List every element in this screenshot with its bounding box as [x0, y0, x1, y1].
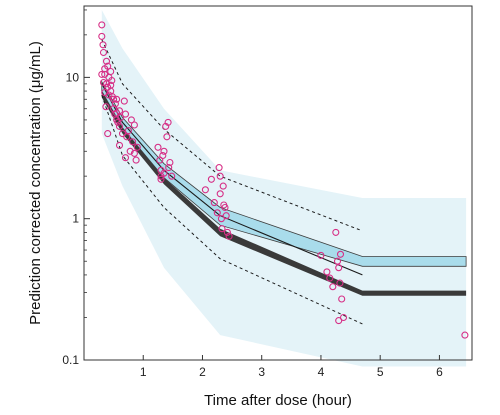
- observation-point: [120, 97, 128, 105]
- observation-point: [98, 70, 106, 78]
- observation-point: [326, 274, 334, 282]
- observation-point: [157, 175, 165, 183]
- observation-point: [335, 264, 343, 272]
- observation-point: [201, 186, 209, 194]
- axes: [83, 5, 473, 361]
- observation-point: [108, 76, 116, 85]
- observation-point: [121, 110, 130, 118]
- observation-point: [213, 209, 221, 217]
- observation-point: [102, 57, 111, 65]
- observation-point: [130, 149, 138, 157]
- observation-point: [99, 48, 108, 57]
- observation-point: [338, 295, 346, 303]
- observation-point: [225, 232, 233, 240]
- observation-point: [107, 81, 115, 89]
- observation-point: [111, 100, 119, 108]
- observation-point: [115, 141, 124, 149]
- y-tick-label: 0.1: [62, 353, 79, 367]
- x-tick-label: 3: [258, 365, 265, 379]
- observation-point: [335, 317, 343, 325]
- outer-prediction-band: [101, 10, 467, 367]
- observation-point: [329, 283, 337, 291]
- observation-point: [130, 121, 138, 129]
- observation-point: [461, 331, 469, 339]
- observation-point: [104, 130, 112, 138]
- observation-point: [165, 164, 173, 172]
- observation-point: [154, 143, 162, 151]
- observation-point: [127, 116, 135, 124]
- x-axis-label: Time after dose (hour): [204, 392, 352, 409]
- observation-point: [123, 133, 131, 141]
- observation-point: [121, 154, 130, 162]
- x-tick-label: 6: [436, 365, 443, 379]
- observation-point: [219, 182, 227, 190]
- observation-point: [129, 138, 137, 146]
- x-tick-label: 2: [199, 365, 206, 379]
- observation-point: [132, 156, 140, 164]
- observations: [98, 21, 469, 339]
- observation-point: [160, 147, 168, 155]
- observation-point: [164, 118, 172, 126]
- observation-point: [163, 133, 171, 141]
- observation-point: [102, 103, 110, 111]
- observation-point: [222, 212, 230, 220]
- observation-point: [223, 228, 231, 236]
- observation-point: [333, 257, 342, 265]
- observation-point: [218, 225, 226, 233]
- observation-point: [220, 201, 228, 209]
- prediction-bands: [101, 10, 467, 367]
- observation-point: [104, 62, 112, 70]
- y-axis-label: Prediction corrected concentration (μg/m…: [27, 41, 44, 325]
- observation-point: [317, 251, 325, 259]
- plot-frame: [83, 5, 473, 361]
- observation-point: [336, 250, 345, 258]
- observation-point: [108, 93, 116, 101]
- observation-point: [133, 143, 141, 151]
- observation-point: [216, 190, 224, 198]
- observation-point: [107, 67, 115, 76]
- observation-point: [332, 228, 340, 236]
- observation-point: [168, 172, 176, 180]
- lower-bound-band: [101, 91, 467, 296]
- y-tick-label: 1: [72, 212, 79, 226]
- observation-point: [159, 151, 167, 160]
- observation-point: [160, 169, 168, 177]
- observation-point: [323, 268, 331, 276]
- observation-point: [126, 147, 134, 155]
- x-tick-label: 5: [377, 365, 384, 379]
- observation-point: [124, 127, 132, 135]
- observation-point: [98, 32, 106, 40]
- observation-point: [210, 199, 218, 207]
- observation-point: [216, 172, 224, 180]
- observation-point: [98, 21, 106, 29]
- tick-labels: 1 2 3 4 5 6 0.1 1 10: [62, 70, 443, 379]
- observation-point: [339, 313, 348, 322]
- y-tick-label: 10: [66, 70, 80, 84]
- observation-point: [215, 164, 223, 172]
- x-tick-label: 4: [318, 365, 325, 379]
- observation-point: [101, 89, 109, 97]
- observation-point: [99, 41, 107, 49]
- observed-lower-percentile-line: [101, 94, 363, 325]
- observation-point: [336, 279, 344, 287]
- observation-point: [207, 175, 215, 183]
- observation-point: [115, 122, 124, 130]
- observation-point: [99, 78, 108, 87]
- observation-point: [117, 113, 125, 122]
- x-tick-label: 1: [140, 365, 147, 379]
- observation-point: [166, 158, 174, 167]
- observation-point: [113, 109, 121, 117]
